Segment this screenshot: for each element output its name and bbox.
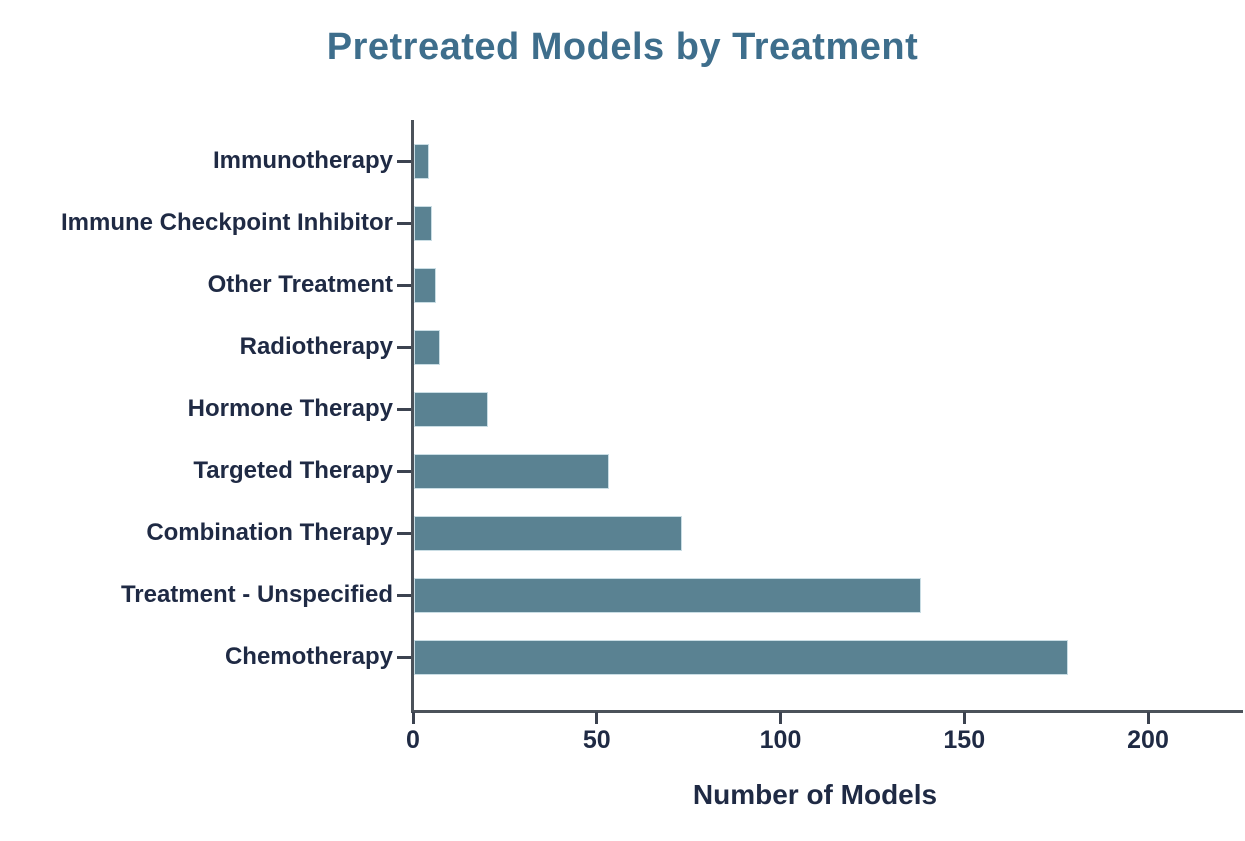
y-tick-mark: [397, 532, 411, 535]
y-tick-mark: [397, 346, 411, 349]
category-label-treatment-unspecified: Treatment - Unspecified: [120, 581, 393, 608]
category-label-radiotherapy: Radiotherapy: [239, 333, 393, 360]
bar-targeted-therapy: [414, 453, 609, 489]
bar-treatment-unspecified: [414, 577, 921, 613]
y-axis-line: [411, 120, 414, 713]
x-tick-label-50: 50: [582, 726, 611, 754]
y-tick-mark: [397, 408, 411, 411]
category-label-hormone-therapy: Hormone Therapy: [187, 395, 393, 422]
x-axis-line: [411, 710, 1243, 713]
y-tick-mark: [397, 222, 411, 225]
bar-chemotherapy: [414, 639, 1068, 675]
y-tick-mark: [397, 284, 411, 287]
chart-title: Pretreated Models by Treatment: [326, 26, 919, 68]
category-label-immune-checkpoint-inhibitor: Immune Checkpoint Inhibitor: [60, 209, 393, 236]
y-tick-mark: [397, 470, 411, 473]
bar-combination-therapy: [414, 515, 682, 551]
y-tick-mark: [397, 594, 411, 597]
category-label-immunotherapy: Immunotherapy: [212, 147, 393, 174]
x-tick-mark: [411, 712, 415, 724]
category-label-targeted-therapy: Targeted Therapy: [193, 457, 393, 484]
x-tick-label-150: 150: [943, 726, 986, 754]
x-tick-mark: [779, 712, 782, 724]
bar-immunotherapy: [414, 143, 429, 179]
bar-radiotherapy: [414, 329, 440, 365]
x-tick-mark: [962, 712, 966, 724]
category-label-other-treatment: Other Treatment: [207, 271, 393, 298]
y-tick-mark: [397, 656, 411, 659]
x-tick-label-100: 100: [759, 726, 802, 754]
bar-hormone-therapy: [414, 391, 488, 427]
y-tick-mark: [397, 160, 411, 163]
x-axis-title: Number of Models: [692, 779, 938, 810]
x-tick-mark: [595, 712, 599, 724]
bar-other-treatment: [414, 267, 436, 303]
x-tick-mark: [1146, 712, 1150, 724]
x-tick-label-0: 0: [406, 726, 420, 754]
category-label-combination-therapy: Combination Therapy: [146, 519, 393, 546]
category-label-chemotherapy: Chemotherapy: [224, 643, 393, 670]
bar-immune-checkpoint-inhibitor: [414, 205, 432, 241]
x-tick-label-200: 200: [1127, 726, 1169, 754]
